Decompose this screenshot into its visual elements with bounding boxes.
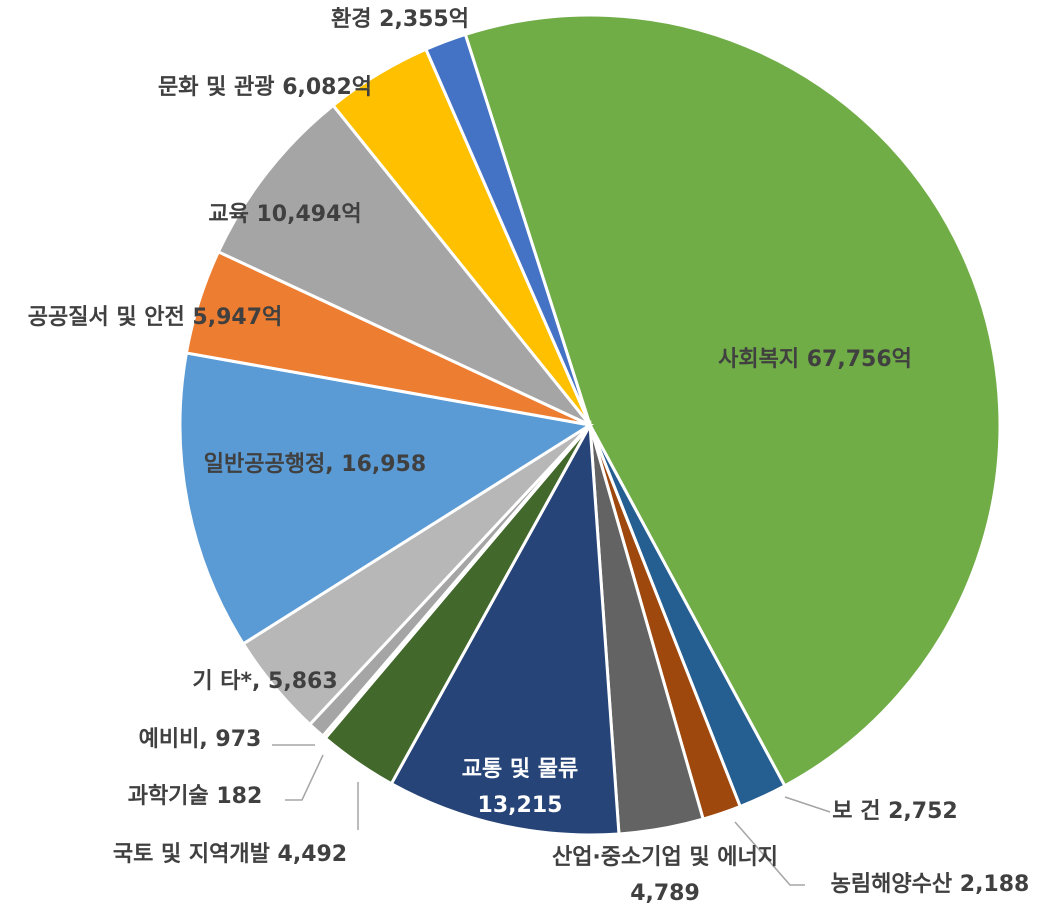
slice-label: 국토 및 지역개발 4,492	[113, 842, 347, 867]
slice-label: 기 타*, 5,863	[192, 669, 337, 694]
slice-value: 2,355억	[379, 7, 469, 32]
slice-name: 문화 및 관광	[158, 75, 275, 100]
slice-name: 보 건	[832, 799, 880, 824]
slice-name: 교통 및 물류	[462, 757, 579, 782]
slice-name: 과학기술	[128, 784, 209, 809]
leader-line	[285, 754, 324, 801]
slice-name: 예비비,	[139, 727, 208, 752]
slice-name: 일반공공행정,	[204, 452, 334, 477]
pie-slice	[423, 32, 592, 426]
slice-value: 16,958	[341, 452, 426, 477]
slice-label: 공공질서 및 안전 5,947억	[28, 305, 283, 330]
slice-label: 교육 10,494억	[208, 202, 361, 227]
slice-label: 산업·중소기업 및 에너지 4,789	[552, 845, 778, 906]
slice-label: 사회복지 67,756억	[718, 347, 912, 372]
slice-name: 공공질서 및 안전	[28, 305, 185, 330]
slice-value: 2,752	[888, 799, 958, 824]
slice-value: 4,492	[278, 842, 348, 867]
leader-line	[734, 821, 805, 886]
slice-value: 2,188	[960, 872, 1030, 897]
slice-value: 182	[216, 784, 262, 809]
slice-name: 국토 및 지역개발	[113, 842, 270, 867]
slice-name: 사회복지	[718, 347, 799, 372]
pie-slice	[389, 419, 621, 837]
slice-label: 교통 및 물류 13,215	[462, 757, 579, 818]
slice-value: 5,863	[268, 669, 338, 694]
slice-value: 13,215	[478, 793, 563, 818]
slice-label: 문화 및 관광 6,082억	[158, 75, 372, 100]
slice-label: 과학기술 182	[128, 784, 263, 809]
slice-name: 농림해양수산	[831, 872, 952, 897]
slice-value: 6,082억	[282, 75, 372, 100]
slice-value: 973	[215, 727, 261, 752]
slice-name: 산업·중소기업 및 에너지	[552, 845, 778, 870]
slice-label: 환경 2,355억	[331, 7, 469, 32]
slice-name: 교육	[208, 202, 248, 227]
slice-label: 일반공공행정, 16,958	[204, 452, 426, 477]
slice-label: 농림해양수산 2,188	[831, 872, 1030, 897]
slice-value: 4,789	[630, 881, 700, 906]
pie-slice	[463, 13, 1002, 788]
pie-slice	[178, 351, 595, 646]
pie-slice	[216, 103, 592, 427]
slice-name: 기 타*,	[192, 669, 260, 694]
slice-value: 5,947억	[192, 305, 282, 330]
slice-name: 환경	[331, 7, 371, 32]
slice-label: 예비비, 973	[139, 727, 262, 752]
leader-line	[784, 796, 831, 813]
slice-value: 10,494억	[257, 202, 362, 227]
slice-label: 보 건 2,752	[832, 799, 957, 824]
slice-value: 67,756억	[807, 347, 912, 372]
